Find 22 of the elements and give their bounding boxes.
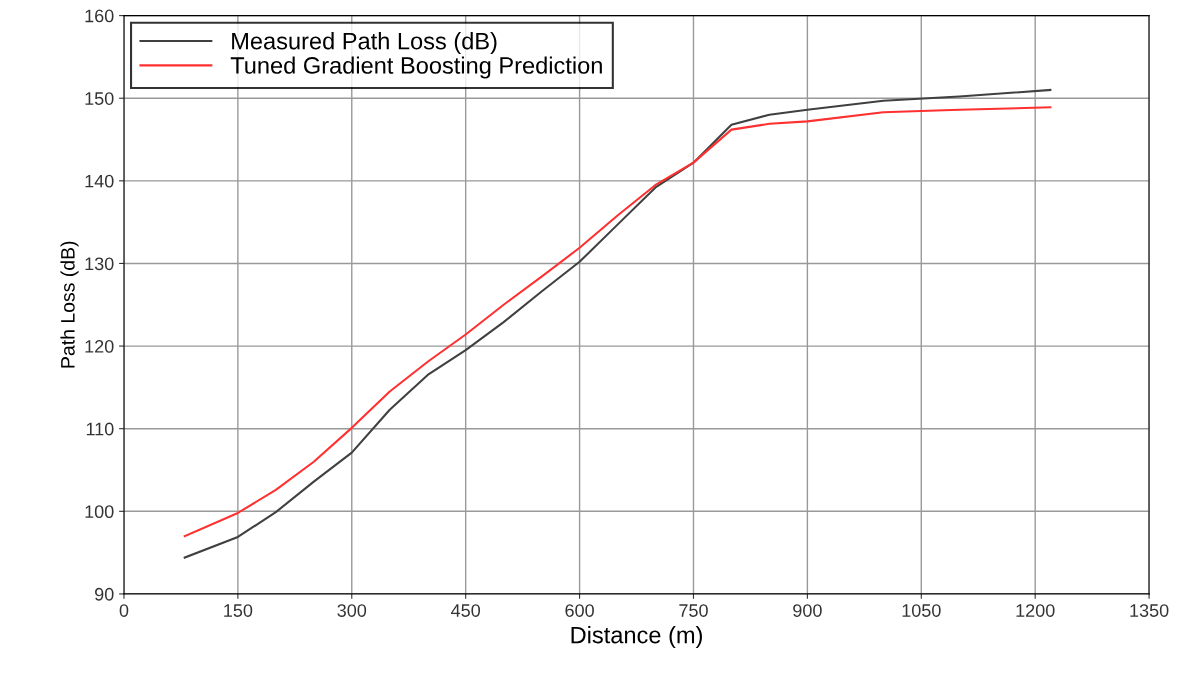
y-tick-label: 110 [86, 422, 114, 436]
y-tick-label: 150 [85, 92, 114, 105]
x-tick-label: 900 [793, 604, 822, 617]
x-tick-label: 1350 [1130, 604, 1169, 617]
x-tick-label: 450 [451, 604, 481, 617]
x-tick-label: 600 [565, 604, 594, 617]
x-axis-title: Distance (m) [571, 626, 702, 649]
x-tick-label: 0 [119, 604, 129, 617]
y-axis-title: Path Loss (dB) [60, 241, 79, 368]
legend-label: Measured Path Loss (dB) [232, 32, 497, 55]
y-tick-label: 90 [95, 587, 114, 601]
y-tick-label: 160 [85, 9, 114, 23]
y-tick-label: 130 [85, 257, 114, 271]
y-tick-label: 100 [85, 505, 114, 519]
x-tick-label: 1200 [1016, 604, 1055, 617]
x-tick-label: 750 [679, 604, 708, 617]
x-tick-label: 300 [337, 604, 367, 617]
legend-label: Tuned Gradient Boosting Prediction [230, 56, 602, 79]
x-tick-label: 1050 [902, 604, 941, 617]
y-tick-label: 120 [85, 340, 114, 353]
x-tick-label: 150 [224, 604, 253, 617]
y-tick-label: 140 [85, 174, 114, 188]
